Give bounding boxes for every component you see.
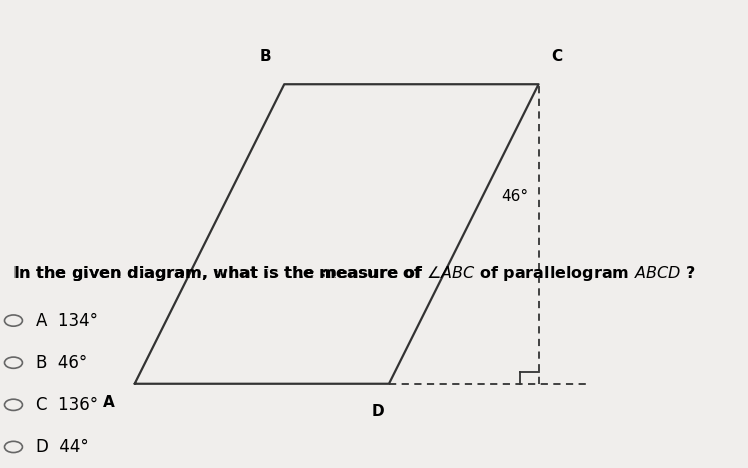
Text: D: D bbox=[372, 404, 384, 419]
Text: D  44°: D 44° bbox=[36, 438, 89, 456]
Text: B: B bbox=[260, 49, 272, 64]
Text: In the given diagram, what is the measure of $\angle ABC$ of parallelogram $ABCD: In the given diagram, what is the measur… bbox=[13, 264, 696, 283]
Text: A  134°: A 134° bbox=[36, 312, 98, 329]
Text: 46°: 46° bbox=[501, 189, 528, 204]
Text: C: C bbox=[552, 49, 562, 64]
Text: In the given diagram, what is the measure of: In the given diagram, what is the measur… bbox=[13, 266, 428, 281]
Text: B  46°: B 46° bbox=[36, 354, 88, 372]
Text: A: A bbox=[102, 395, 114, 410]
Text: In the given diagram, what is the measure of: In the given diagram, what is the measur… bbox=[13, 266, 381, 281]
Text: C  136°: C 136° bbox=[36, 396, 98, 414]
